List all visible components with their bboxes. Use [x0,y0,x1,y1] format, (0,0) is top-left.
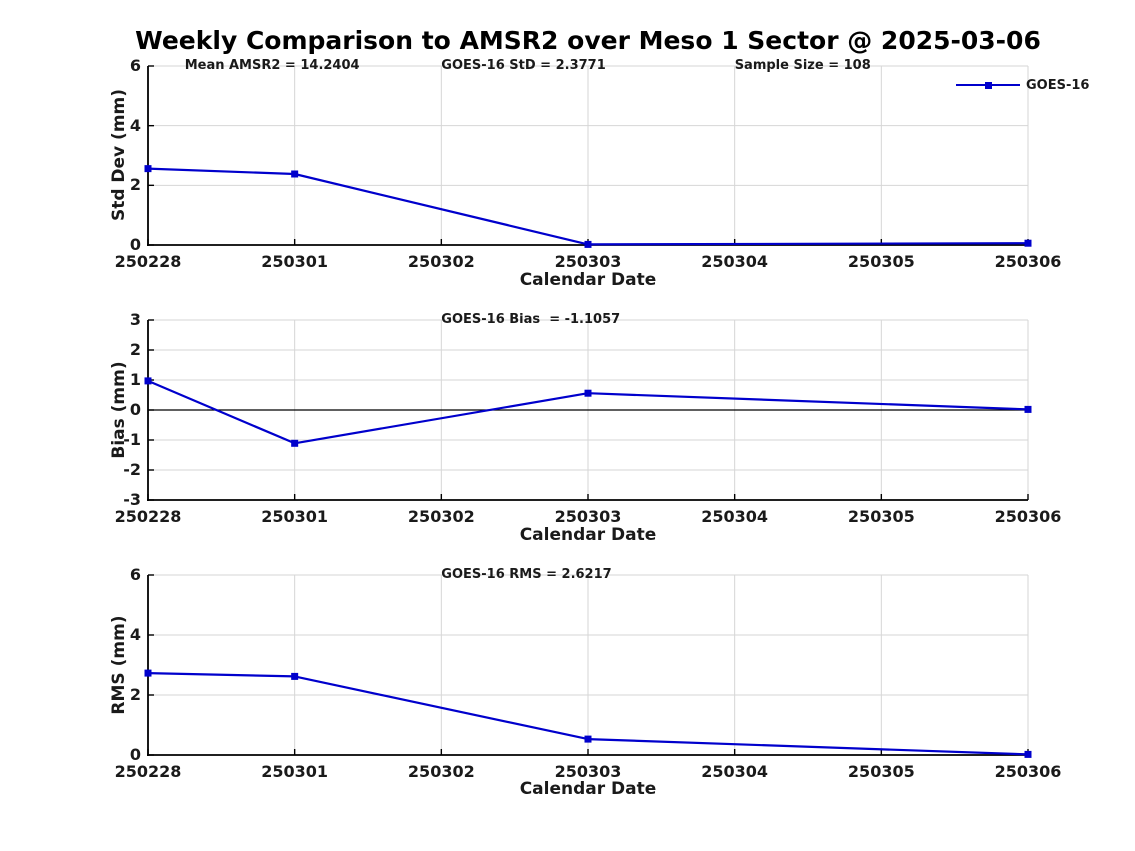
y-tick-label: -1 [123,430,141,449]
figure-title: Weekly Comparison to AMSR2 over Meso 1 S… [135,26,1041,55]
x-tick-label: 250302 [407,252,475,271]
y-tick-label: 0 [129,745,141,764]
y-tick-label: 2 [129,340,141,359]
x-tick-label: 250304 [701,762,769,781]
data-point-marker [291,170,299,178]
x-axis-label-std-dev: Calendar Date [519,270,657,290]
x-tick-label: 250302 [407,507,475,526]
series-line-goes-16 [147,379,1029,445]
y-axis-label-std-dev: Std Dev (mm) [109,88,129,222]
legend-marker-icon [985,81,992,89]
annotation-text: GOES-16 StD = 2.3771 [441,58,606,73]
data-point-marker [1024,405,1032,413]
y-tick-label: 6 [129,56,141,75]
data-point-marker [291,672,299,680]
x-tick-label: 250228 [114,507,182,526]
x-tick-label: 250228 [114,762,182,781]
x-tick-label: 250228 [114,252,182,271]
y-tick-label: 1 [129,370,141,389]
annotation-text: Mean AMSR2 = 14.2404 [184,58,360,73]
data-point-marker [144,377,152,385]
annotation-text: Sample Size = 108 [734,58,871,73]
y-tick-label: 3 [129,310,141,329]
y-tick-label: 0 [129,235,141,254]
x-tick-label: 250301 [261,762,329,781]
x-tick-label: 250305 [847,762,915,781]
x-axis-label-bias: Calendar Date [519,525,657,545]
y-tick-label: 6 [129,565,141,584]
x-tick-label: 250303 [554,507,622,526]
x-tick-label: 250305 [847,252,915,271]
series-line-goes-16 [147,167,1029,246]
legend-label: GOES-16 [1026,78,1090,93]
x-tick-label: 250306 [994,507,1062,526]
data-point-marker [1024,750,1032,758]
data-point-marker [144,165,152,173]
x-tick-label: 250306 [994,762,1062,781]
data-point-marker [584,240,592,248]
x-tick-label: 250301 [261,252,329,271]
data-point-marker [291,439,299,447]
data-point-marker [584,389,592,397]
x-tick-label: 250303 [554,252,622,271]
data-point-marker [1024,239,1032,247]
series-line-goes-16 [147,672,1029,756]
x-tick-label: 250303 [554,762,622,781]
x-tick-label: 250302 [407,762,475,781]
annotation-text: GOES-16 Bias = -1.1057 [441,312,621,327]
y-tick-label: 0 [129,400,141,419]
x-tick-label: 250306 [994,252,1062,271]
x-axis-label-rms: Calendar Date [519,779,657,799]
data-point-marker [584,735,592,743]
annotation-text: GOES-16 RMS = 2.6217 [441,567,612,582]
y-tick-label: -3 [123,490,141,509]
x-tick-label: 250304 [701,252,769,271]
y-tick-label: 4 [129,625,141,644]
y-tick-label: 2 [129,175,141,195]
data-point-marker [144,669,152,677]
y-tick-label: 4 [129,115,141,135]
x-tick-label: 250301 [261,507,329,526]
y-tick-label: 2 [129,685,141,704]
legend: GOES-16 [956,77,1131,94]
x-tick-label: 250305 [847,507,915,526]
y-tick-label: -2 [123,460,141,479]
x-tick-label: 250304 [701,507,769,526]
